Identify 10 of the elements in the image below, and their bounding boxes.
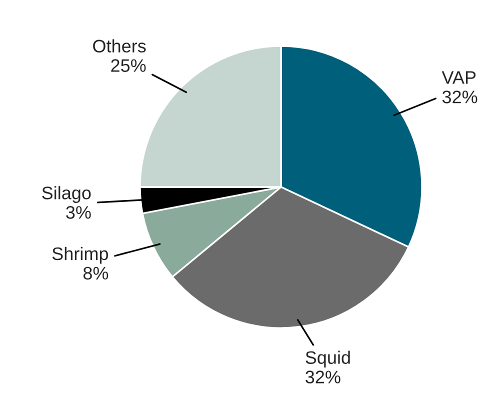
data-label: 32% [442,90,478,104]
slice-label: Silago [42,186,91,203]
data-label: 32% [306,370,340,384]
slice-label: Others [93,39,146,53]
data-label: 25% [111,59,146,72]
data-label: 3% [66,206,91,219]
slice-label: Squid [306,350,350,368]
data-label: 8% [83,266,108,280]
slice-label: VAP [442,71,476,84]
slice-label: Shrimp [52,246,108,264]
